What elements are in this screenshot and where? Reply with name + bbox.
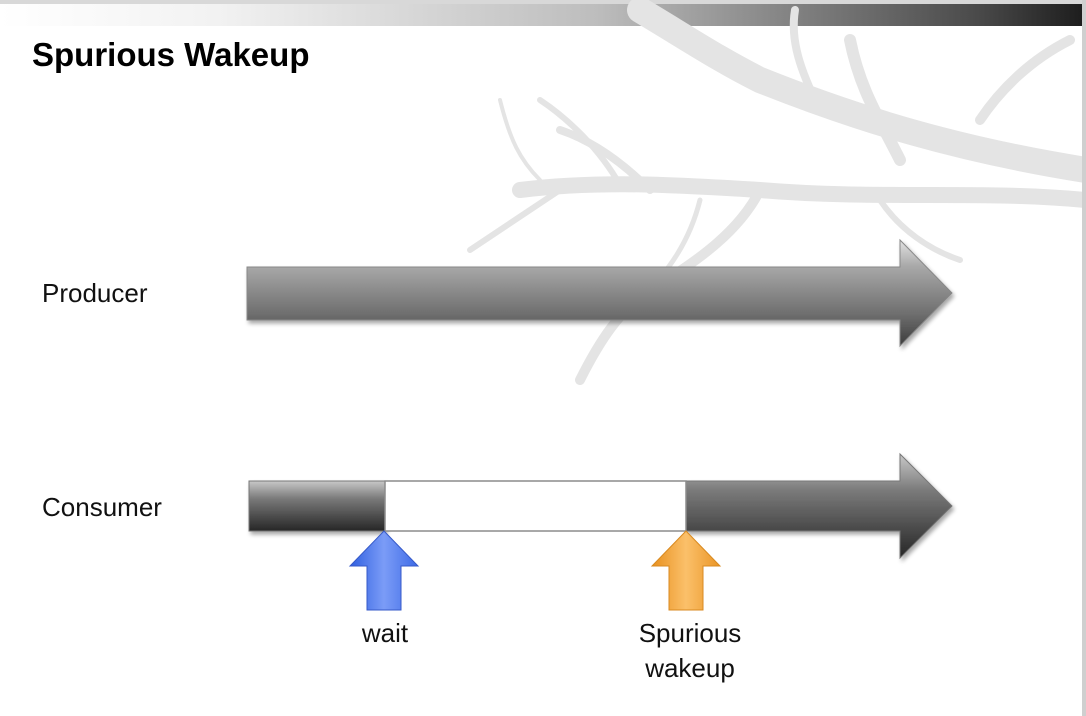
spurious-wakeup-up-arrow-icon [650,530,722,611]
top-gradient-bar [0,0,1086,26]
consumer-label: Consumer [42,492,162,522]
slide-title: Spurious Wakeup [32,36,310,73]
consumer-running-segment-after-wakeup [685,452,953,560]
right-edge-border [1082,0,1086,716]
wait-up-arrow-icon [348,530,420,611]
consumer-running-segment-before-wait [248,480,386,532]
spurious-wakeup-label-line-1: Spurious [638,618,742,648]
consumer-waiting-segment [384,480,687,532]
wait-label: wait [361,618,409,648]
producer-label: Producer [42,278,148,308]
spurious-wakeup-label-line-2: wakeup [645,653,735,683]
spurious-wakeup-label: Spurious wakeup [605,616,775,686]
producer-timeline-arrow [246,238,953,348]
